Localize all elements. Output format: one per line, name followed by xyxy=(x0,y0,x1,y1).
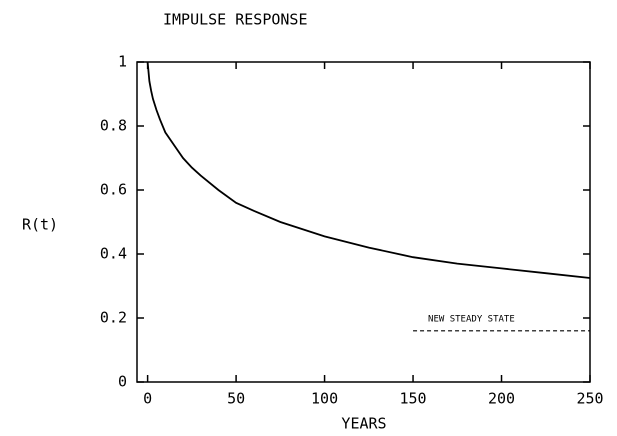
x-axis-label: YEARS xyxy=(341,415,386,433)
y-tick-label: 0 xyxy=(118,373,127,391)
line xyxy=(146,61,591,279)
x-tick-label: 150 xyxy=(400,390,427,408)
y-tick-label: 0.6 xyxy=(100,181,127,199)
annotation: NEW STEADY STATE xyxy=(428,314,515,324)
y-tick-label: 1 xyxy=(118,53,127,71)
x-tick-label: 50 xyxy=(227,390,245,408)
y-axis-label: R(t) xyxy=(22,216,58,234)
y-tick-label: 0.2 xyxy=(100,309,127,327)
x-tick-label: 250 xyxy=(576,390,603,408)
x-tick-label: 200 xyxy=(488,390,515,408)
x-tick-label: 100 xyxy=(311,390,338,408)
plot-frame xyxy=(136,61,591,383)
x-tick-label: 0 xyxy=(143,390,152,408)
chart-title: IMPULSE RESPONSE xyxy=(163,11,308,29)
y-tick-label: 0.8 xyxy=(100,117,127,135)
y-tick-label: 0.4 xyxy=(100,245,127,263)
